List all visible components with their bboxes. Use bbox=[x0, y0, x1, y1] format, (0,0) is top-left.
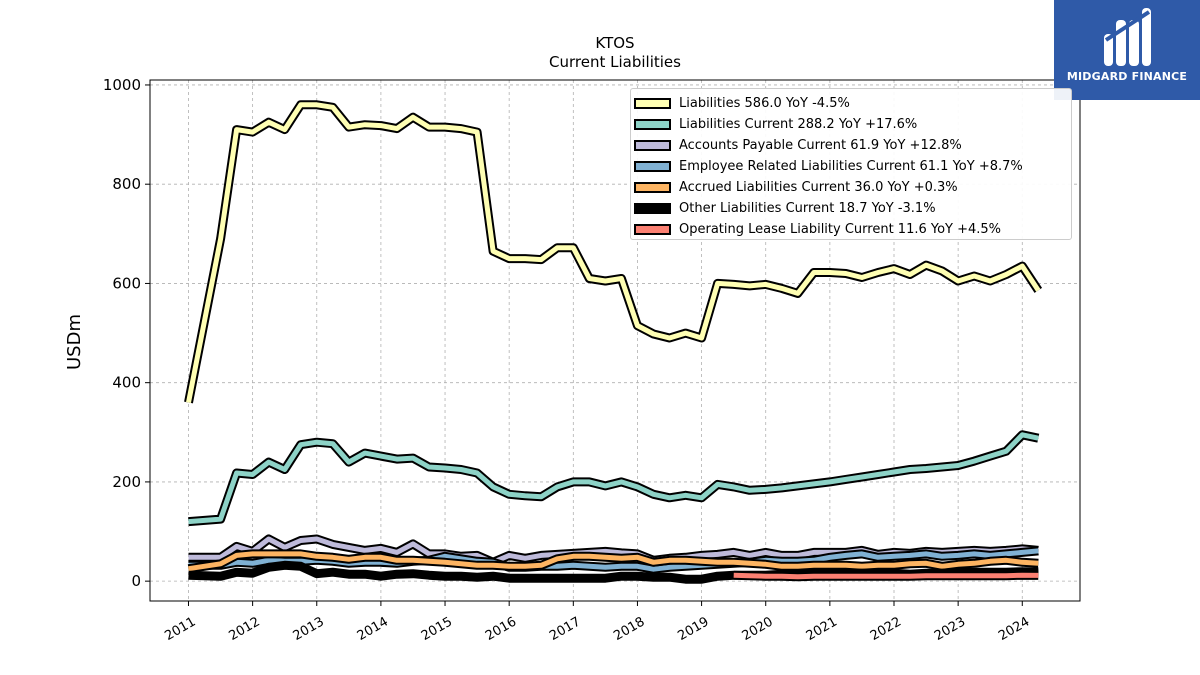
legend-label: Other Liabilities Current 18.7 YoY -3.1% bbox=[679, 201, 936, 216]
y-tick-label: 0 bbox=[131, 572, 141, 590]
legend-swatch bbox=[634, 224, 671, 235]
legend-swatch bbox=[634, 140, 671, 151]
series-line-7 bbox=[733, 570, 1039, 582]
legend-item: Liabilities 586.0 YoY -4.5% bbox=[631, 93, 1071, 114]
y-tick-label: 200 bbox=[112, 473, 141, 491]
legend-swatch bbox=[634, 161, 671, 172]
chart-legend: Liabilities 586.0 YoY -4.5% Liabilities C… bbox=[630, 88, 1072, 240]
chart-title: KTOS bbox=[595, 34, 634, 52]
x-tick-label: 2019 bbox=[675, 614, 711, 644]
x-tick-label: 2016 bbox=[483, 614, 519, 644]
x-tick-label: 2022 bbox=[868, 614, 904, 644]
legend-label: Employee Related Liabilities Current 61.… bbox=[679, 159, 1023, 174]
series-line-1 bbox=[184, 100, 1043, 404]
x-tick-label: 2013 bbox=[291, 614, 327, 644]
y-tick-label: 1000 bbox=[103, 76, 141, 94]
y-axis-label: USDm bbox=[64, 314, 85, 370]
brand-logo: MIDGARD FINANCE bbox=[1054, 0, 1200, 100]
series-outline bbox=[188, 430, 1040, 527]
legend-swatch bbox=[634, 182, 671, 193]
series-line-5 bbox=[187, 549, 1039, 574]
series-fill bbox=[733, 572, 1039, 580]
x-tick-label: 2018 bbox=[611, 614, 647, 644]
y-tick-label: 800 bbox=[112, 175, 141, 193]
series-fill bbox=[188, 432, 1039, 525]
legend-swatch bbox=[634, 119, 671, 130]
legend-item: Operating Lease Liability Current 11.6 Y… bbox=[631, 219, 1071, 240]
x-tick-label: 2017 bbox=[547, 614, 583, 644]
series-lines bbox=[184, 100, 1043, 584]
legend-label: Operating Lease Liability Current 11.6 Y… bbox=[679, 222, 1002, 237]
brand-logo-icon bbox=[1104, 8, 1151, 66]
x-tick-label: 2011 bbox=[162, 614, 198, 644]
x-tick-label: 2021 bbox=[804, 614, 840, 644]
legend-label: Accrued Liabilities Current 36.0 YoY +0.… bbox=[679, 180, 958, 195]
legend-item: Liabilities Current 288.2 YoY +17.6% bbox=[631, 114, 1071, 135]
y-tick-label: 600 bbox=[112, 274, 141, 292]
brand-name: MIDGARD FINANCE bbox=[1066, 70, 1188, 83]
x-tick-label: 2024 bbox=[996, 614, 1032, 644]
x-tick-label: 2023 bbox=[932, 614, 968, 644]
legend-item: Accrued Liabilities Current 36.0 YoY +0.… bbox=[631, 177, 1071, 198]
plot-frame bbox=[149, 79, 1081, 602]
legend-item: Accounts Payable Current 61.9 YoY +12.8% bbox=[631, 135, 1071, 156]
x-tick-label: 2015 bbox=[419, 614, 455, 644]
legend-item: Employee Related Liabilities Current 61.… bbox=[631, 156, 1071, 177]
legend-item: Other Liabilities Current 18.7 YoY -3.1% bbox=[631, 198, 1071, 219]
series-fill bbox=[186, 102, 1041, 403]
legend-label: Liabilities 586.0 YoY -4.5% bbox=[679, 96, 850, 111]
x-tick-label: 2014 bbox=[355, 614, 391, 644]
x-tick-label: 2020 bbox=[740, 614, 776, 644]
legend-swatch bbox=[634, 203, 671, 214]
y-tick-label: 400 bbox=[112, 374, 141, 392]
chart-subtitle: Current Liabilities bbox=[549, 53, 681, 71]
legend-swatch bbox=[634, 98, 671, 109]
series-fill bbox=[188, 551, 1039, 572]
legend-label: Accounts Payable Current 61.9 YoY +12.8% bbox=[679, 138, 962, 153]
x-tick-label: 2012 bbox=[226, 614, 262, 644]
legend-label: Liabilities Current 288.2 YoY +17.6% bbox=[679, 117, 918, 132]
series-line-2 bbox=[188, 430, 1040, 527]
